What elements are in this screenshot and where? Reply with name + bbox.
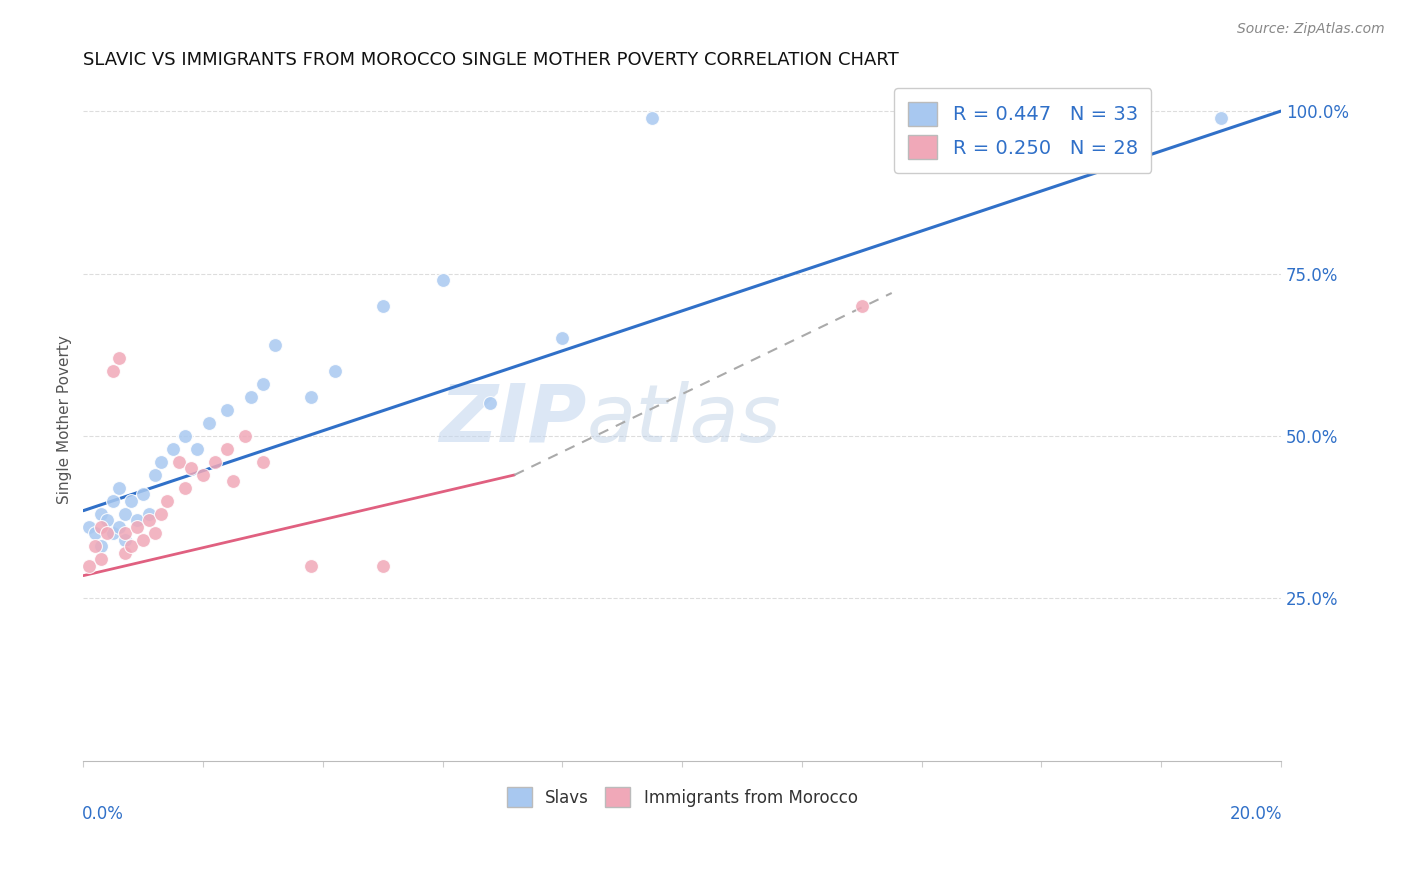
Point bbox=[222, 475, 245, 489]
Point bbox=[138, 507, 160, 521]
Point bbox=[252, 455, 274, 469]
Text: 20.0%: 20.0% bbox=[1230, 805, 1282, 823]
Point bbox=[323, 364, 346, 378]
Point bbox=[252, 376, 274, 391]
Point bbox=[143, 467, 166, 482]
Point bbox=[90, 507, 112, 521]
Text: 0.0%: 0.0% bbox=[82, 805, 124, 823]
Point bbox=[371, 558, 394, 573]
Point bbox=[77, 520, 100, 534]
Point bbox=[851, 299, 873, 313]
Point bbox=[150, 455, 173, 469]
Point bbox=[174, 481, 197, 495]
Point bbox=[191, 467, 214, 482]
Point bbox=[233, 429, 256, 443]
Point bbox=[77, 558, 100, 573]
Point bbox=[204, 455, 226, 469]
Text: Source: ZipAtlas.com: Source: ZipAtlas.com bbox=[1237, 22, 1385, 37]
Point bbox=[641, 111, 664, 125]
Point bbox=[138, 513, 160, 527]
Point bbox=[215, 442, 238, 456]
Point bbox=[479, 396, 502, 410]
Point bbox=[108, 481, 131, 495]
Legend: Slavs, Immigrants from Morocco: Slavs, Immigrants from Morocco bbox=[501, 780, 865, 814]
Point bbox=[114, 533, 136, 547]
Y-axis label: Single Mother Poverty: Single Mother Poverty bbox=[58, 335, 72, 504]
Point bbox=[90, 540, 112, 554]
Point bbox=[132, 533, 155, 547]
Point bbox=[215, 403, 238, 417]
Point bbox=[156, 494, 179, 508]
Point bbox=[120, 540, 142, 554]
Point bbox=[120, 494, 142, 508]
Point bbox=[84, 540, 107, 554]
Point bbox=[114, 546, 136, 560]
Point bbox=[103, 494, 125, 508]
Point bbox=[432, 273, 454, 287]
Point bbox=[108, 351, 131, 365]
Point bbox=[96, 513, 118, 527]
Point bbox=[90, 520, 112, 534]
Point bbox=[143, 526, 166, 541]
Point bbox=[84, 526, 107, 541]
Point bbox=[103, 364, 125, 378]
Point bbox=[186, 442, 208, 456]
Text: ZIP: ZIP bbox=[439, 381, 586, 458]
Point bbox=[150, 507, 173, 521]
Text: atlas: atlas bbox=[586, 381, 782, 458]
Point bbox=[114, 507, 136, 521]
Point bbox=[264, 338, 287, 352]
Point bbox=[239, 390, 262, 404]
Point bbox=[167, 455, 190, 469]
Point bbox=[299, 390, 322, 404]
Point bbox=[96, 526, 118, 541]
Point bbox=[90, 552, 112, 566]
Point bbox=[299, 558, 322, 573]
Point bbox=[114, 526, 136, 541]
Point bbox=[132, 487, 155, 501]
Point bbox=[127, 520, 149, 534]
Point bbox=[127, 513, 149, 527]
Point bbox=[108, 520, 131, 534]
Point bbox=[174, 429, 197, 443]
Point bbox=[180, 461, 202, 475]
Point bbox=[551, 331, 574, 345]
Text: SLAVIC VS IMMIGRANTS FROM MOROCCO SINGLE MOTHER POVERTY CORRELATION CHART: SLAVIC VS IMMIGRANTS FROM MOROCCO SINGLE… bbox=[83, 51, 898, 69]
Point bbox=[162, 442, 184, 456]
Point bbox=[1209, 111, 1232, 125]
Point bbox=[103, 526, 125, 541]
Point bbox=[198, 416, 221, 430]
Point bbox=[371, 299, 394, 313]
